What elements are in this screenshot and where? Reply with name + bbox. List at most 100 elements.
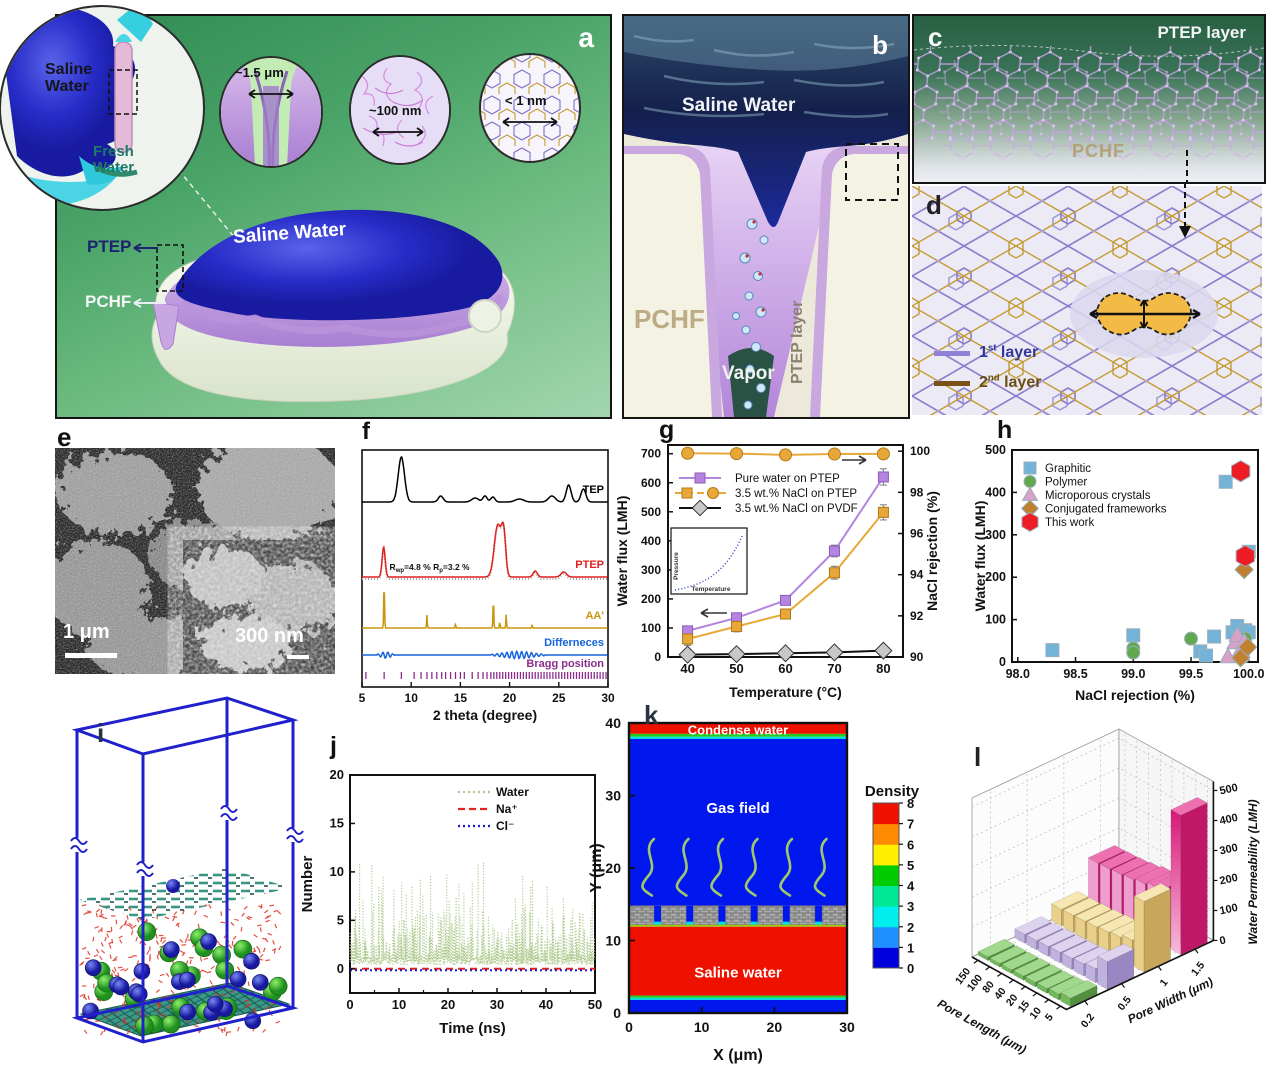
svg-text:Polymer: Polymer [1045,477,1087,489]
c-ptep-layer-label: PTEP layer [1157,23,1246,42]
sem-inset [183,540,335,674]
svg-text:100: 100 [1219,902,1239,918]
panel-k-letter: k [644,700,659,730]
svg-text:500: 500 [641,505,661,519]
svg-text:15: 15 [454,691,468,705]
svg-text:10: 10 [605,933,621,949]
svg-text:Bragg position: Bragg position [526,658,604,670]
svg-text:700: 700 [641,447,661,461]
svg-text:300: 300 [1219,842,1239,858]
inset-fresh-water-label: Fresh Water [93,143,135,176]
panel-i-letter: i [97,718,105,748]
svg-text:200: 200 [985,570,1006,584]
zoom-ellipse-3 [479,53,581,163]
svg-text:92: 92 [910,609,924,623]
panel-f-letter: f [362,418,370,445]
svg-text:20: 20 [441,997,455,1012]
zoom3-scale-label: < 1 nm [505,93,547,108]
vapor-droplets [732,218,769,410]
svg-text:Graphitic: Graphitic [1045,463,1091,475]
svg-text:PTEP: PTEP [575,559,604,571]
svg-text:NaCl rejection (%): NaCl rejection (%) [1075,687,1195,703]
pore-aperture-shape [1089,292,1201,336]
svg-text:50: 50 [729,661,743,676]
zoom2-scale-label: ~100 nm [369,103,422,118]
panel-b-art [624,16,908,417]
svg-text:Time (ns): Time (ns) [439,1020,505,1037]
panel-d-letter: d [926,190,942,220]
svg-text:5: 5 [1043,1012,1056,1024]
svg-text:5: 5 [359,691,366,705]
membrane-3d [133,209,515,403]
svg-text:30: 30 [601,691,615,705]
svg-text:400: 400 [641,534,661,548]
svg-text:500: 500 [1219,782,1239,798]
svg-text:40: 40 [605,715,621,731]
svg-text:Conjugated frameworks: Conjugated frameworks [1045,504,1167,516]
flux-temperature-chart: 40 50 60 70 80 0 100 200 300 400 500 600 700 90 92 94 96… [615,444,940,700]
panel-e-letter: e [57,422,72,452]
svg-text:20: 20 [503,691,517,705]
panel-f: f 5 10 15 20 25 30 2 theta (degree) TEP PTEP Rwp=… [350,418,650,732]
panel-a-art [0,5,581,403]
svg-text:40: 40 [680,661,694,676]
svg-text:300: 300 [985,528,1006,542]
svg-text:NaCl rejection (%): NaCl rejection (%) [924,491,940,611]
svg-text:100.0: 100.0 [1233,667,1264,681]
panel-j-letter: j [330,732,337,760]
svg-text:99.5: 99.5 [1179,667,1203,681]
svg-text:100: 100 [641,621,661,635]
scalebar-300nm-label: 300 nm [235,625,304,647]
svg-text:400: 400 [1219,812,1239,828]
svg-text:15: 15 [330,815,344,830]
svg-text:2 theta (degree): 2 theta (degree) [433,707,537,723]
zoom-ellipse-2 [349,55,451,165]
svg-text:25: 25 [552,691,566,705]
b-saline-water-label: Saline Water [682,95,796,116]
svg-text:60: 60 [778,661,792,676]
first-layer-swatch [934,350,970,356]
d-legend-first-layer: 1st layer [934,343,1038,362]
svg-text:96: 96 [910,527,924,541]
svg-text:TEP: TEP [583,484,604,496]
panel-b-letter: b [872,30,888,60]
svg-text:98.0: 98.0 [1006,667,1030,681]
svg-text:98: 98 [910,485,924,499]
panel-h-letter: h [997,416,1013,444]
panel-e: e 1 μm [55,422,335,674]
svg-text:Temperature: Temperature [692,586,731,593]
svg-text:10: 10 [405,691,419,705]
svg-text:10: 10 [330,864,344,879]
panel-c-art [914,44,1264,182]
svg-text:Saline water: Saline water [694,964,782,981]
svg-text:1: 1 [1158,977,1171,989]
svg-text:40: 40 [539,997,553,1012]
panel-l-letter: l [974,742,982,772]
svg-text:X (μm): X (μm) [713,1047,763,1064]
svg-text:20: 20 [605,860,621,876]
svg-text:98.5: 98.5 [1063,667,1087,681]
svg-text:7: 7 [907,817,914,832]
b-ptep-layer-label: PTEP layer [789,300,806,384]
svg-text:Na⁺: Na⁺ [496,802,518,816]
ptep-label: PTEP [87,237,132,256]
svg-text:10: 10 [392,997,406,1012]
svg-text:0: 0 [1219,934,1227,947]
svg-text:5: 5 [337,912,344,927]
svg-text:10: 10 [694,1019,710,1035]
svg-text:2: 2 [907,920,914,935]
svg-text:Water Permeability (LMH): Water Permeability (LMH) [1246,799,1260,944]
panel-h: h 98.0 98.5 99.0 99.5 100.0 0 100 200 300 400 500 N… [975,416,1269,732]
svg-text:80: 80 [876,661,890,676]
svg-text:0: 0 [625,1019,633,1035]
water-channel-inset-circle [0,5,205,211]
c-pchf-label: PCHF [1072,141,1125,161]
panel-i: i [45,688,317,1071]
svg-text:30: 30 [839,1019,855,1035]
svg-text:200: 200 [641,592,661,606]
panel-e-sem-image [55,448,335,674]
svg-text:AA': AA' [585,610,604,622]
svg-text:Y (μm): Y (μm) [588,843,605,893]
